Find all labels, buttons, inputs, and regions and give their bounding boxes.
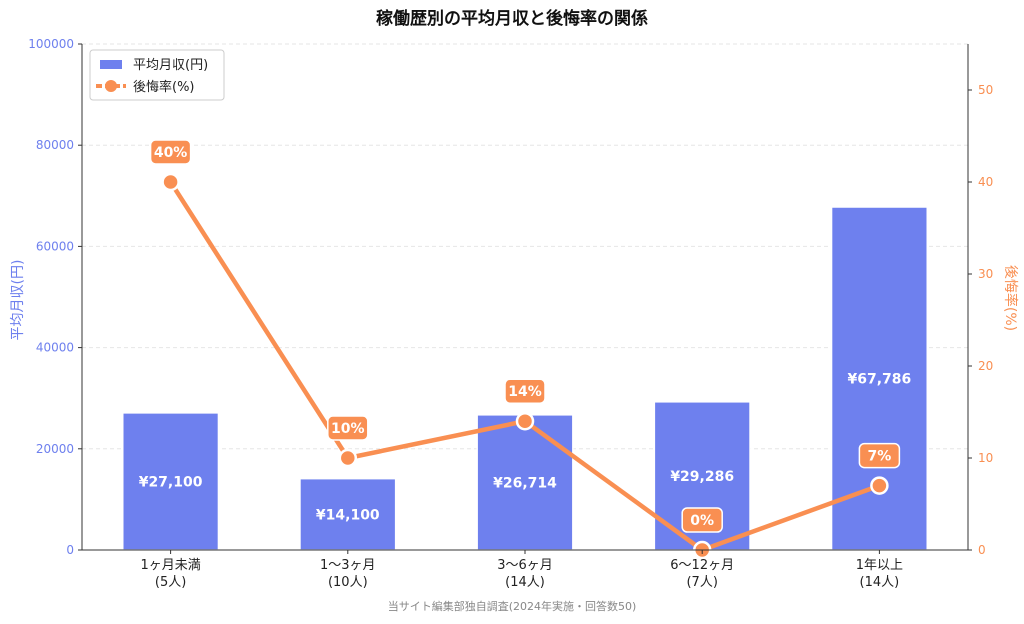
bar-series: ¥27,100 ¥14,100 ¥26,714 ¥29,286 ¥67,786 [122,206,928,551]
point-label-box [327,415,369,441]
line-point [870,476,889,495]
y-right-tick-label: 10 [978,451,993,465]
bar-value-label: ¥67,786 [848,372,912,388]
legend-bar-swatch [100,60,122,69]
x-tick-sublabel: (5人) [155,575,186,590]
y-axis-left-label: 平均月収(円) [10,260,26,341]
bar [299,477,397,551]
y-right-tick-label: 20 [978,359,993,373]
y-left-tick-label: 60000 [36,239,74,253]
x-tick-sublabel: (14人) [860,575,900,590]
x-tick-sublabel: (7人) [686,575,717,590]
point-label-box [681,507,723,533]
line-point [515,411,535,431]
y-right-tick-label: 40 [978,175,993,189]
x-tick-label: 3〜6ヶ月 [497,558,553,573]
bar-value-label: ¥29,286 [670,469,734,485]
y-left-tick-label: 100000 [28,37,74,51]
bar [122,412,220,551]
y-right-tick-label: 30 [978,267,993,281]
line-point [338,448,358,468]
y-right-tick-label: 50 [978,83,993,97]
x-tick-label: 1年以上 [856,558,903,573]
legend-bar-label: 平均月収(円) [133,58,208,73]
y-left-tick-label: 20000 [36,442,74,456]
legend: 平均月収(円) 後悔率(%) [89,49,225,101]
axes: 0 20000 40000 60000 80000 100000 0 10 20 30 40 50 1ヶ… [28,37,993,590]
point-value-label: 10% [331,421,365,437]
x-tick-label: 1〜3ヶ月 [320,558,376,573]
point-value-label: 0% [690,513,714,529]
x-tick-sublabel: (14人) [505,575,545,590]
x-tick-sublabel: (10人) [328,575,368,590]
point-value-label: 40% [154,145,188,161]
point-value-label: 7% [868,449,892,465]
point-label-box [858,442,901,469]
legend-line-marker [105,80,117,92]
gridlines [82,43,968,450]
x-tick-label: 6〜12ヶ月 [670,558,734,573]
bar [476,414,574,551]
bar-value-label: ¥26,714 [493,475,557,491]
point-label-box [149,139,192,165]
bar-value-label: ¥14,100 [316,507,380,523]
x-tick-label: 1ヶ月未満 [140,558,200,573]
y-axis-right-label: 後悔率(%) [1002,265,1019,331]
y-left-tick-label: 40000 [36,341,74,355]
y-left-tick-label: 80000 [36,138,74,152]
legend-line-label: 後悔率(%) [133,79,195,95]
y-right-tick-label: 0 [978,543,986,557]
bar-value-label: ¥27,100 [139,474,203,490]
y-left-tick-label: 0 [66,543,74,557]
chart-title: 稼働歴別の平均月収と後悔率の関係 [376,8,648,29]
point-label-box [504,378,546,404]
point-value-label: 14% [508,384,542,400]
line-series: 40% 10% 14% 0% 7% [149,139,901,560]
line-point [161,172,180,192]
footer-note: 当サイト編集部独自調査(2024年実施・回答数50) [388,599,637,613]
